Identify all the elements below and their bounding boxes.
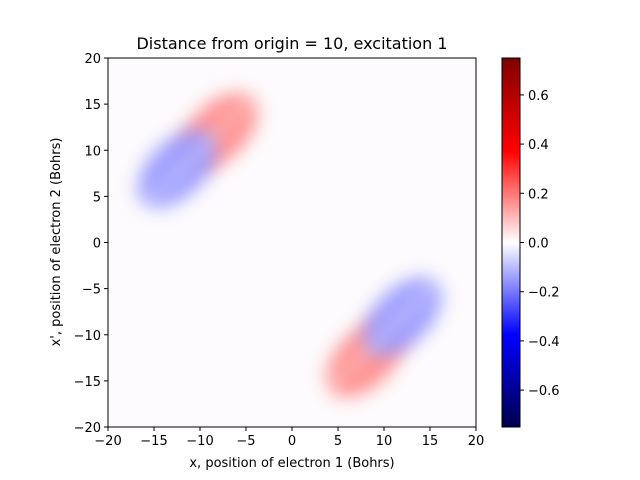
y-tick-label: 0 [93,237,101,252]
colorbar-tick-label: 0.4 [528,138,549,153]
negative-lobe [137,129,217,208]
colorbar-tick-label: −0.6 [528,384,560,399]
y-tick-label: 10 [84,144,101,159]
x-tick-label: −10 [186,434,213,449]
y-axis: −20 −15 −10 −5 0 5 10 15 20 [74,52,108,436]
x-tick-label: 0 [288,434,296,449]
y-tick-label: 15 [84,98,101,113]
colorbar-tick-label: 0.2 [528,187,549,202]
x-tick-label: −5 [236,434,255,449]
x-axis-label: x, position of electron 1 (Bohrs) [189,456,394,471]
colorbar-tick-label: −0.4 [528,335,560,350]
x-tick-label: 10 [376,434,393,449]
y-tick-label: 5 [93,190,101,205]
colorbar-gradient [501,57,521,428]
colorbar-tick-label: 0.6 [528,89,549,104]
y-tick-label: 20 [84,52,101,67]
y-tick-label: −20 [74,421,101,436]
y-tick-label: −15 [74,375,101,390]
x-tick-label: −15 [140,434,167,449]
x-tick-label: 5 [334,434,342,449]
chart-title: Distance from origin = 10, excitation 1 [136,34,447,53]
colorbar-ticks: −0.6 −0.4 −0.2 0.0 0.2 0.4 0.6 [520,89,560,399]
nodal-line [143,93,257,208]
x-axis: −20 −15 −10 −5 0 5 10 15 20 [94,427,484,449]
y-axis-label: x', position of electron 2 (Bohrs) [49,138,64,347]
x-tick-label: 20 [468,434,485,449]
y-tick-label: −10 [74,329,101,344]
x-tick-label: −20 [94,434,121,449]
colorbar: −0.6 −0.4 −0.2 0.0 0.2 0.4 0.6 [501,57,560,428]
heatmap-features [137,92,442,397]
plot-area [107,57,477,428]
y-tick-label: −5 [82,283,101,298]
x-tick-label: 15 [422,434,439,449]
colorbar-tick-label: −0.2 [528,286,560,301]
nodal-line [327,277,441,392]
colorbar-tick-label: 0.0 [528,237,549,252]
plot-background [108,58,476,427]
